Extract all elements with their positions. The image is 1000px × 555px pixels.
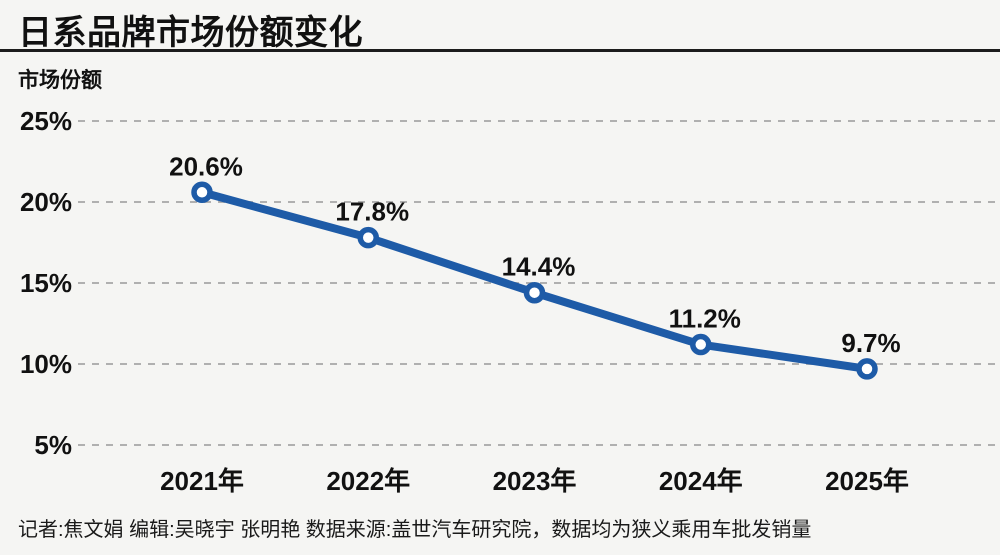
x-axis-label: 2021年 xyxy=(160,466,244,496)
data-point-label: 9.7% xyxy=(841,328,900,358)
x-axis-label: 2022年 xyxy=(326,466,410,496)
x-axis-label: 2024年 xyxy=(659,466,743,496)
title-divider xyxy=(0,49,1000,52)
data-point-label: 17.8% xyxy=(335,197,409,227)
data-point-label: 11.2% xyxy=(669,304,741,334)
y-tick-label: 10% xyxy=(20,349,72,379)
data-point-marker xyxy=(357,226,379,249)
x-axis-label: 2023年 xyxy=(493,466,577,496)
x-axis-label: 2025年 xyxy=(825,466,909,496)
y-axis-title: 市场份额 xyxy=(18,69,102,92)
data-point-marker xyxy=(523,281,546,304)
data-point-label: 14.4% xyxy=(502,252,576,282)
data-point-label: 20.6% xyxy=(169,151,243,181)
y-tick-label: 20% xyxy=(20,187,72,217)
y-tick-label: 5% xyxy=(34,430,72,460)
y-tick-label: 15% xyxy=(20,268,72,298)
data-point-marker xyxy=(690,333,712,356)
data-point-marker xyxy=(856,358,878,380)
chart-title: 日系品牌市场份额变化 xyxy=(18,14,363,52)
credits-footer: 记者:焦文娟 编辑:吴晓宇 张明艳 数据来源:盖世汽车研究院，数据均为狭义乘用车… xyxy=(18,519,812,541)
data-point-marker xyxy=(191,181,213,204)
y-tick-label: 25% xyxy=(20,106,72,136)
